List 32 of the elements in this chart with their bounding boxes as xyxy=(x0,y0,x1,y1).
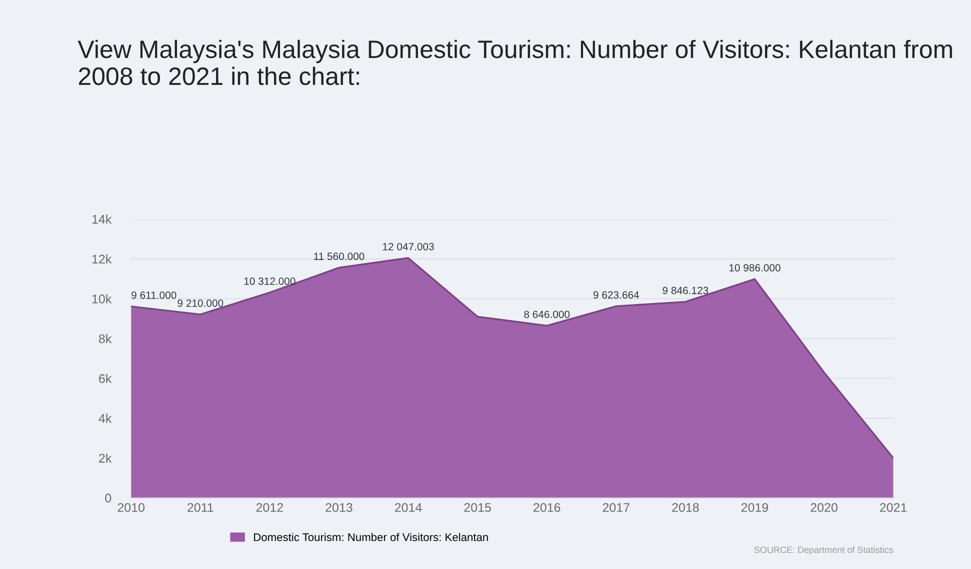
y-tick-label: 14k xyxy=(92,214,112,224)
x-tick-label: 2016 xyxy=(534,503,560,512)
y-tick-label: 12k xyxy=(92,254,112,264)
x-tick-label: 2018 xyxy=(672,503,699,512)
x-tick-label: 2020 xyxy=(810,503,838,512)
y-tick-label: 2k xyxy=(99,454,112,463)
data-label: 9 846.123 xyxy=(662,286,708,294)
y-tick-label: 6k xyxy=(99,374,112,384)
data-label: 12 047.003 xyxy=(382,242,434,250)
chart-title: View Malaysia's Malaysia Domestic Tourism: Number of Visitors: Kelantan from 2008 to 2021 in the chart: xyxy=(78,40,952,86)
legend-label: Domestic Tourism: Number of Visitors: Kelantan xyxy=(254,532,488,542)
data-label: 9 210.000 xyxy=(178,299,224,307)
x-tick-label: 2011 xyxy=(188,503,214,512)
x-tick-label: 2013 xyxy=(326,503,352,512)
data-label: 11 560.000 xyxy=(314,252,364,260)
x-tick-label: 2021 xyxy=(880,503,907,512)
x-tick-label: 2019 xyxy=(741,503,768,512)
y-tick-label: 0 xyxy=(105,494,112,503)
y-tick-label: 8k xyxy=(98,334,112,344)
data-label: 9 611.000 xyxy=(132,291,176,299)
x-tick-label: 2012 xyxy=(256,503,283,512)
y-tick-label: 10k xyxy=(92,294,112,304)
x-tick-label: 2017 xyxy=(602,503,630,512)
source-note: SOURCE: Department of Statistics xyxy=(754,546,893,555)
x-tick-label: 2014 xyxy=(394,503,422,512)
data-label: 8 646.000 xyxy=(524,310,570,318)
x-tick-label: 2015 xyxy=(464,503,491,512)
data-label: 9 623.664 xyxy=(593,291,640,299)
data-label: 10 986.000 xyxy=(729,264,780,272)
data-label: 10 312.000 xyxy=(244,278,296,285)
y-tick-label: 4k xyxy=(98,414,112,423)
x-tick-label: 2010 xyxy=(118,503,144,512)
